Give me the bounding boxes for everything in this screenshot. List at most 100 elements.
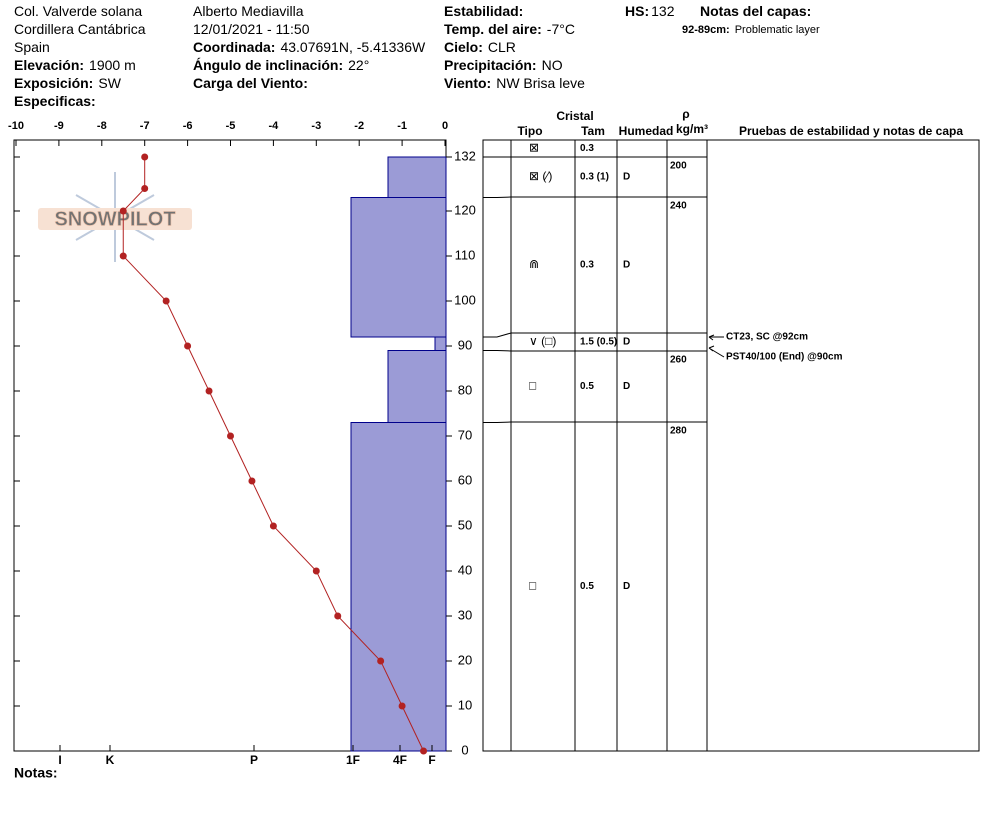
field-value: 1900 m [89,57,136,73]
hardness-label: 4F [393,753,407,767]
footer-notes: Notas: [14,765,58,781]
header-field: Col. Valverde solana [14,3,142,19]
field-label: Notas del capas: [700,3,811,19]
temperature-point [205,387,213,395]
field-value: SW [98,75,121,91]
header-field: Ángulo de inclinación: 22° [193,57,369,73]
x-tick-label: -4 [269,120,280,132]
y-tick-label: 20 [458,652,472,667]
crystal-size: 0.5 [580,381,594,392]
crystal-type: ⊠ (⁄) [529,169,552,183]
y-tick-label: 30 [458,607,472,622]
header-field: Alberto Mediavilla [193,3,304,19]
y-tick-label: 50 [458,517,472,532]
field-label: Exposición: [14,75,93,91]
header-field: Spain [14,39,50,55]
header-field: Viento: NW Brisa leve [444,75,585,91]
field-value: NW Brisa leve [496,75,585,91]
field-value: Spain [14,39,50,55]
header-field: 92-89cm: Problematic layer [682,24,820,36]
crystal-type: ⊠ [529,141,539,155]
field-value: CLR [488,39,516,55]
crystal-type: ⋒ [529,257,539,271]
density: 260 [670,355,687,366]
hardness-label: I [58,753,61,767]
header-moisture: Humedad [619,124,674,138]
header-density-unit: kg/m³ [676,122,708,136]
y-tick-label: 110 [455,247,476,262]
crystal-size: 0.3 (1) [580,172,609,183]
field-label: Viento: [444,75,491,91]
temperature-point [248,477,256,485]
field-label: 92-89cm: [682,24,730,36]
field-label: Coordinada: [193,39,275,55]
header-tests: Pruebas de estabilidad y notas de capa [739,124,963,138]
x-tick-label: -1 [397,120,407,132]
moisture: D [623,260,630,271]
moisture: D [623,581,630,592]
hardness-label: F [428,753,435,767]
x-tick-label: -10 [8,120,24,132]
y-tick-label: 10 [458,697,472,712]
x-tick-label: 0 [442,120,448,132]
field-value: 132 [651,3,675,19]
hardness-bar [387,156,447,198]
hardness-bar [350,197,447,338]
x-tick-label: -5 [226,120,236,132]
density: 240 [670,201,687,212]
moisture: D [623,381,630,392]
field-label: Cielo: [444,39,483,55]
y-tick-label: 70 [458,427,472,442]
y-tick-label: 60 [458,472,472,487]
field-label: Especificas: [14,93,96,109]
field-label: Carga del Viento: [193,75,308,91]
table-frame [482,139,980,752]
header-field: Elevación: 1900 m [14,57,136,73]
hardness-label: 1F [346,753,360,767]
x-tick-label: -2 [354,120,364,132]
field-value: 43.07691N, -5.41336W [280,39,426,55]
y-tick-label: 90 [458,337,472,352]
field-value: NO [542,57,563,73]
header-rho: ρ [682,107,689,121]
temperature-point [334,612,342,620]
header-field: Especificas: [14,93,96,109]
field-label: Precipitación: [444,57,537,73]
crystal-size: 0.5 [580,581,594,592]
temperature-point [420,747,428,755]
crystal-size: 0.3 [580,260,594,271]
header-field: HS: 132 [625,3,675,19]
stability-test: PST40/100 (End) @90cm [726,352,843,363]
crystal-type: □ [529,579,536,593]
moisture: D [623,172,630,183]
hardness-label: P [250,753,258,767]
crystal-size: 1.5 (0.5) [580,337,617,348]
crystal-size: 0.3 [580,143,594,154]
field-value: -7°C [547,21,575,37]
y-tick-label: 132 [454,148,476,163]
temperature-point [184,342,192,350]
temperature-point [269,522,277,530]
header-type: Tipo [517,124,542,138]
field-value: Cordillera Cantábrica [14,21,146,37]
x-tick-label: -8 [97,120,107,132]
header-field: Precipitación: NO [444,57,563,73]
stability-test: CT23, SC @92cm [726,332,808,343]
header-field: Cordillera Cantábrica [14,21,146,37]
field-label: Elevación: [14,57,84,73]
depth-connector [483,196,512,198]
y-tick-label: 100 [454,292,476,307]
y-tick-label: 80 [458,382,472,397]
header-field: Estabilidad: [444,3,523,19]
moisture: D [623,337,630,348]
header-field: Coordinada: 43.07691N, -5.41336W [193,39,426,55]
field-value: 22° [348,57,369,73]
crystal-type: □ [529,379,536,393]
hardness-bar [434,336,447,351]
test-arrow [708,345,725,358]
temperature-point [162,297,170,305]
field-value: 12/01/2021 - 11:50 [193,21,310,37]
header-field: Exposición: SW [14,75,122,91]
y-tick-label: 40 [458,562,472,577]
